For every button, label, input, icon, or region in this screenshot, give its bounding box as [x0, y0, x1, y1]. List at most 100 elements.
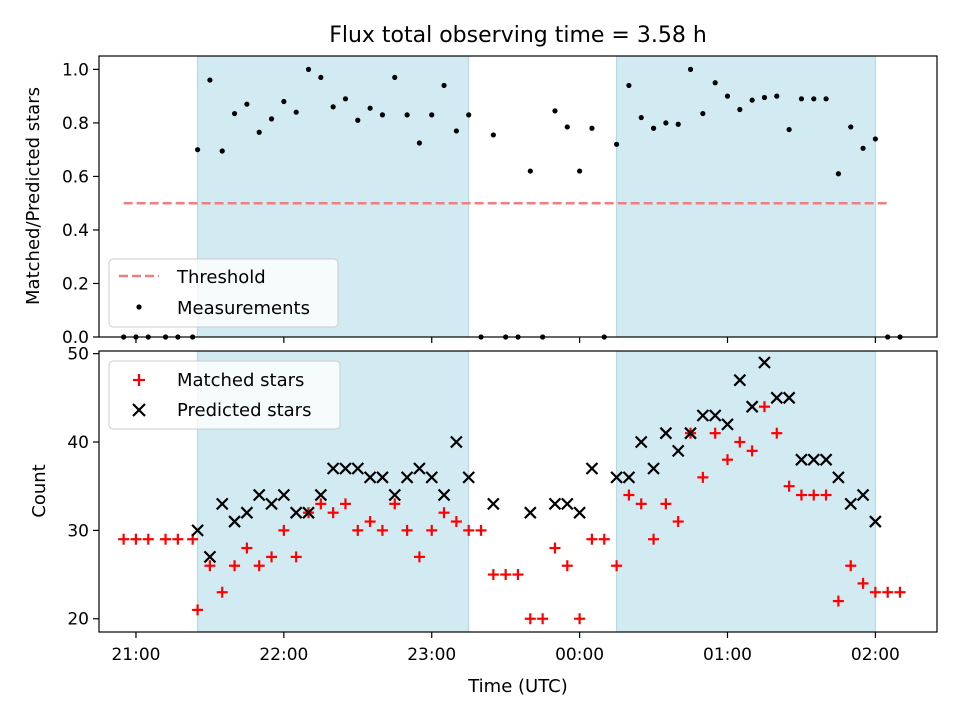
- measurement-point: [429, 112, 435, 118]
- y-tick-label: 0.8: [62, 114, 89, 134]
- matched-star-point: [204, 560, 216, 572]
- bottom-x-ticks: 21:00 22:00 23:00 00:00 01:00 02:00: [111, 632, 900, 665]
- predicted-star-point: [573, 506, 586, 519]
- matched-star-point: [869, 586, 881, 598]
- matched-star-point: [229, 560, 241, 572]
- y-tick-label: 0.4: [62, 221, 89, 241]
- predicted-star-point: [795, 453, 808, 466]
- predicted-star-point: [647, 462, 660, 475]
- matched-star-point: [278, 524, 290, 536]
- predicted-star-point: [782, 391, 796, 405]
- matched-star-point: [586, 533, 598, 545]
- y-tick-label: 40: [67, 433, 89, 453]
- matched-star-point: [487, 569, 499, 581]
- predicted-star-point: [807, 453, 821, 466]
- predicted-star-point: [659, 426, 673, 440]
- predicted-star-point: [376, 471, 389, 484]
- predicted-star-point: [450, 435, 463, 449]
- measurement-point: [675, 121, 681, 127]
- predicted-star-point: [425, 471, 439, 484]
- matched-star-point: [364, 516, 376, 528]
- matched-star-point: [130, 533, 142, 545]
- measurement-point: [466, 112, 472, 118]
- predicted-star-point: [622, 471, 636, 484]
- legend-predicted-swatch: [132, 403, 146, 417]
- matched-star-point: [352, 524, 364, 536]
- legend-predicted-label: Predicted stars: [177, 400, 311, 421]
- matched-star-point: [192, 604, 204, 616]
- matched-star-point: [475, 524, 487, 536]
- measurement-point: [231, 110, 238, 117]
- measurement-point: [293, 109, 299, 115]
- top-axes-frame: [98, 55, 938, 338]
- measurement-point: [527, 168, 533, 174]
- measurement-point: [318, 74, 324, 81]
- chart-title: Flux total observing time = 3.58 h: [329, 23, 707, 48]
- predicted-star-point: [191, 524, 204, 537]
- legend-measurements-label: Measurements: [177, 298, 310, 319]
- predicted-star-point: [240, 506, 254, 519]
- measurement-point: [441, 82, 447, 89]
- y-tick-label: 0.2: [62, 274, 89, 294]
- predicted-star-point: [314, 488, 328, 502]
- matched-star-point: [413, 551, 425, 563]
- predicted-star-point: [413, 462, 426, 475]
- measurement-point: [207, 77, 213, 83]
- matched-star-point: [290, 551, 302, 563]
- matched-star-point: [561, 560, 573, 572]
- measurement-point: [786, 126, 792, 133]
- matched-star-point: [512, 569, 524, 581]
- matched-stars-points: [118, 401, 906, 625]
- predicted-star-point: [610, 471, 623, 484]
- measurement-point: [650, 125, 657, 131]
- matched-star-point: [795, 489, 807, 501]
- matched-star-point: [857, 577, 869, 589]
- predicted-star-point: [462, 471, 475, 484]
- x-axis-label: Time (UTC): [467, 676, 568, 697]
- predicted-star-point: [437, 488, 451, 502]
- matched-star-point: [537, 613, 549, 625]
- predicted-star-point: [326, 462, 340, 475]
- predicted-star-point: [561, 497, 574, 511]
- bottom-legend-box: [108, 360, 341, 430]
- predicted-star-point: [671, 444, 685, 458]
- matched-star-point: [524, 613, 536, 625]
- measurement-point: [737, 106, 743, 113]
- y-tick-label: 30: [67, 521, 89, 541]
- matched-star-point: [635, 498, 647, 510]
- predicted-star-point: [277, 488, 291, 502]
- matched-star-point: [734, 436, 746, 448]
- matched-star-point: [500, 569, 512, 581]
- matched-star-point: [820, 489, 832, 501]
- matched-star-point: [808, 489, 820, 501]
- measurement-point: [687, 66, 694, 72]
- matched-star-point: [709, 427, 721, 439]
- predicted-star-point: [585, 462, 599, 475]
- matched-star-point: [672, 516, 684, 528]
- measurement-point: [256, 129, 262, 135]
- legend-matched-label: Matched stars: [177, 370, 304, 391]
- matched-star-point: [574, 613, 586, 625]
- predicted-star-point: [856, 488, 870, 502]
- matched-star-point: [339, 498, 351, 510]
- matched-star-point: [426, 524, 438, 536]
- matched-star-point: [463, 524, 475, 536]
- y-tick-label: 20: [67, 610, 89, 630]
- predicted-star-point: [684, 426, 697, 440]
- measurement-point: [613, 141, 620, 147]
- predicted-star-point: [819, 453, 833, 466]
- measurement-point: [835, 171, 842, 177]
- matched-star-point: [771, 427, 783, 439]
- predicted-star-point: [869, 515, 882, 528]
- predicted-star-point: [696, 409, 710, 422]
- measurement-point: [305, 66, 312, 72]
- measurement-point: [194, 147, 201, 153]
- predicted-star-point: [832, 471, 845, 484]
- shaded-interval: [616, 350, 876, 633]
- matched-star-point: [142, 533, 154, 545]
- top-y-ticks: 0.0 0.2 0.4 0.6 0.8 1.0: [62, 60, 99, 348]
- measurement-point: [268, 116, 275, 122]
- predicted-star-point: [363, 471, 377, 484]
- matched-star-point: [758, 401, 770, 413]
- matched-star-point: [783, 480, 795, 492]
